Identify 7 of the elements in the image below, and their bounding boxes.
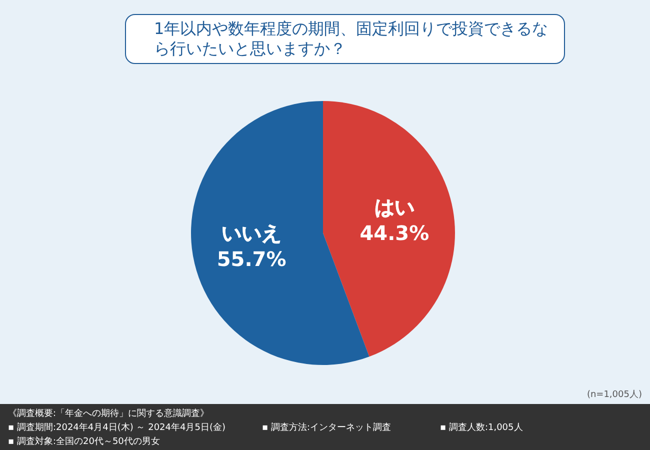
chart-title: 1年以内や数年程度の期間、固定利回りで投資できるなら行いたいと思いますか？ bbox=[125, 14, 565, 64]
text: (n=1,005人) bbox=[586, 388, 642, 401]
text: ▪ 調査人数:1,005人 bbox=[440, 422, 523, 434]
text: ▪ 調査対象:全国の20代～50代の男女 bbox=[8, 436, 160, 448]
text: ▪ 調査方法:インターネット調査 bbox=[262, 422, 391, 434]
text: 《調査概要:「年金への期待」に関する意識調査》 bbox=[8, 408, 210, 420]
text: ▪ 調査期間:2024年4月4日(木) ～ 2024年4月5日(金) bbox=[8, 422, 226, 434]
